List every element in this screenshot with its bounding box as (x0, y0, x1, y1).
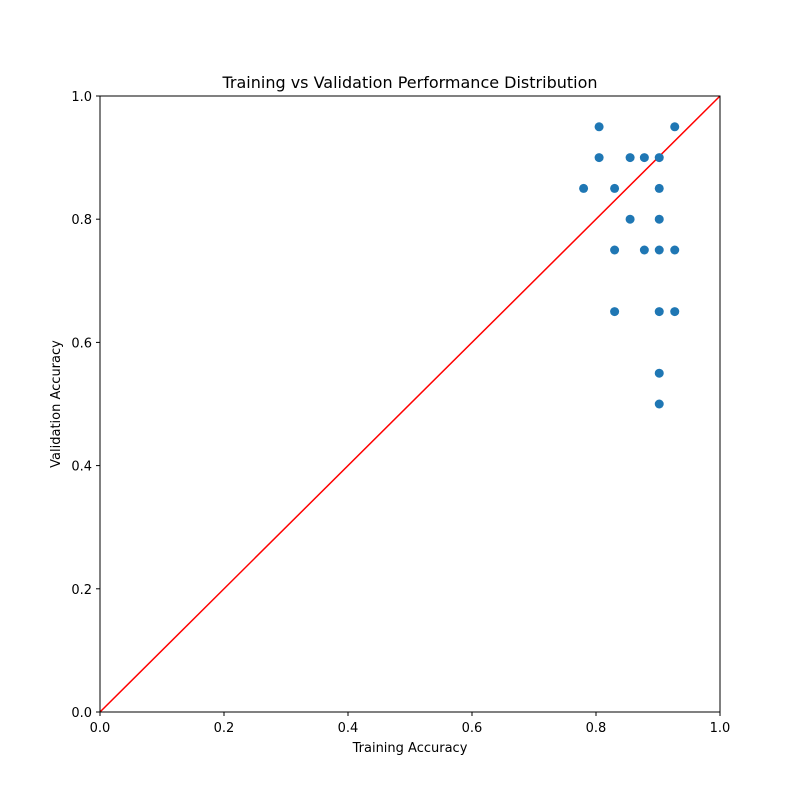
scatter-point (594, 122, 604, 132)
scatter-point (654, 183, 664, 193)
scatter-point (654, 245, 664, 255)
scatter-point (610, 183, 620, 193)
y-tick-label: 0.8 (71, 213, 92, 228)
scatter-point (654, 399, 664, 409)
y-tick-label: 0.2 (71, 583, 92, 598)
scatter-point (654, 368, 664, 378)
plot-area (99, 95, 721, 713)
x-tick-label: 0.0 (90, 721, 111, 736)
scatter-point (654, 214, 664, 224)
scatter-point (670, 307, 680, 317)
x-tick-label: 1.0 (710, 721, 731, 736)
scatter-point (625, 214, 635, 224)
chart-title: Training vs Validation Performance Distr… (221, 73, 597, 92)
y-tick-label: 0.4 (71, 460, 92, 475)
axis-ticks: 0.0 0.2 0.4 0.6 0.8 1.0 0.0 0.2 0.4 0.6 0.8 1.0 (71, 90, 730, 736)
x-tick-label: 0.8 (586, 721, 607, 736)
x-tick-label: 0.4 (338, 721, 359, 736)
scatter-point (639, 245, 649, 255)
y-tick-label: 0.0 (71, 706, 92, 721)
scatter-point (654, 153, 664, 163)
scatter-point (639, 153, 649, 163)
scatter-point (610, 307, 620, 317)
plot-frame (99, 95, 721, 713)
y-axis-label: Validation Accuracy (49, 340, 64, 468)
scatter-point (579, 183, 589, 193)
scatter-point (654, 307, 664, 317)
x-axis-label: Training Accuracy (352, 741, 468, 756)
reference-diagonal-line (99, 95, 721, 713)
scatter-point (594, 153, 604, 163)
scatter-point (610, 245, 620, 255)
y-tick-label: 0.6 (71, 336, 92, 351)
y-tick-label: 1.0 (71, 90, 92, 105)
x-tick-label: 0.6 (462, 721, 483, 736)
scatter-point (625, 153, 635, 163)
scatter-point (670, 245, 680, 255)
x-tick-label: 0.2 (214, 721, 235, 736)
scatter-point (670, 122, 680, 132)
